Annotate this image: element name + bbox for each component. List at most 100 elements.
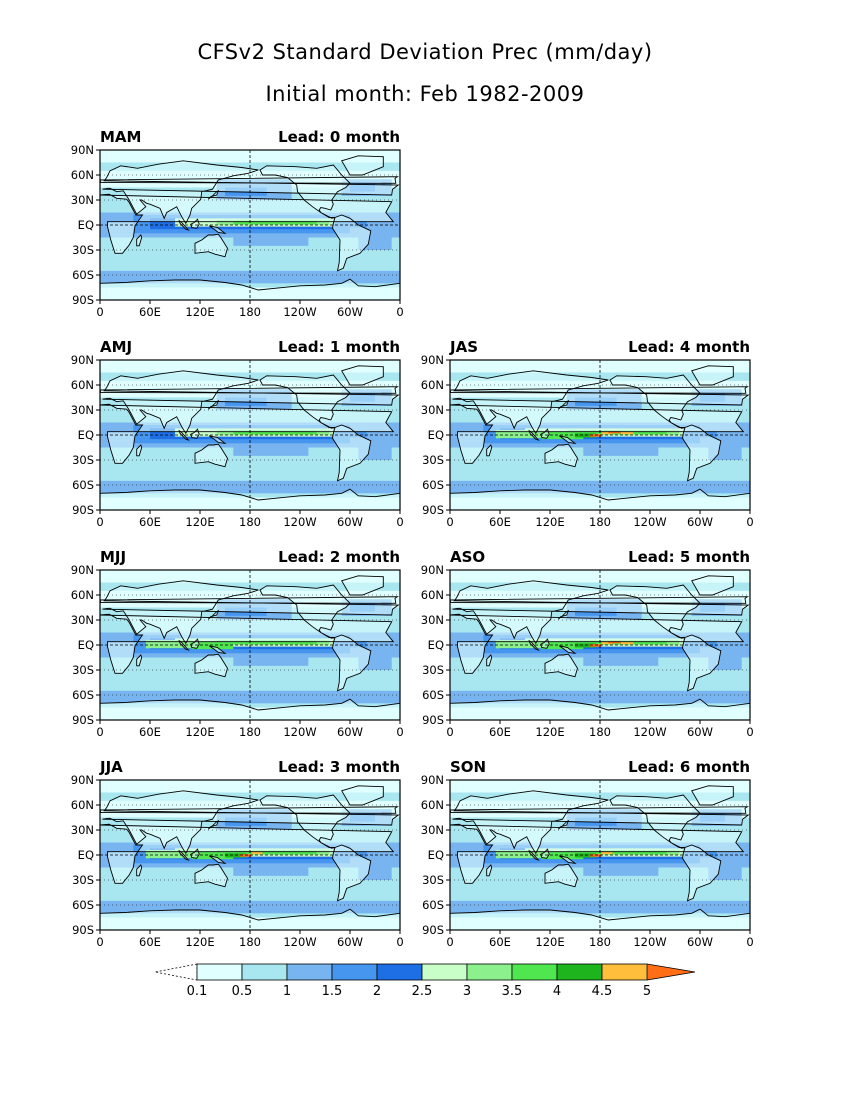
lat-tick-label: 30S [422, 873, 444, 887]
lat-tick-label: 60N [421, 588, 444, 602]
coastline-namerica [609, 794, 701, 849]
colorbar-swatch [601, 963, 648, 981]
lat-tick-label: 60S [72, 268, 94, 282]
panel-lead-label: Lead: 1 month [278, 338, 400, 356]
lon-tick-label: 0 [446, 725, 453, 739]
lat-tick-label: 30S [72, 873, 94, 887]
lon-tick-label: 0 [96, 935, 103, 949]
colorbar-tick-label: 0.5 [232, 984, 253, 999]
lat-tick-label: EQ [428, 848, 444, 862]
lon-tick-label: 0 [746, 725, 753, 739]
precip-field [100, 150, 400, 300]
precip-field [100, 360, 400, 510]
lat-tick-label: 60S [422, 898, 444, 912]
coastline-madagascar [136, 864, 143, 877]
colorbar-swatch [286, 963, 333, 981]
panel-season-label: JJA [99, 758, 123, 776]
panel-season-label: ASO [450, 548, 485, 566]
coastline-madagascar [136, 654, 143, 667]
coastline-greenland [341, 575, 384, 596]
lat-tick-label: 90S [72, 503, 94, 517]
coastline-greenland [341, 365, 384, 386]
coastline-samerica [332, 214, 372, 272]
precip-field [100, 780, 400, 930]
colorbar-swatch [241, 963, 288, 981]
coastline-antarctica [450, 698, 750, 720]
coastline-eurasia [102, 370, 400, 435]
lon-tick-label: 0 [96, 305, 103, 319]
coastline-antarctica [100, 488, 400, 510]
panel-lead-label: Lead: 4 month [628, 338, 750, 356]
lat-tick-label: 60N [71, 798, 94, 812]
coastline-sumatra [178, 429, 190, 441]
lat-tick-label: 90N [71, 563, 94, 577]
lat-tick-label: 90S [422, 923, 444, 937]
coastline-madagascar [486, 864, 493, 877]
lat-tick-label: 30N [71, 403, 94, 417]
lon-tick-label: 60E [489, 515, 511, 529]
coastline-antarctica [100, 908, 400, 930]
colorbar-swatch [331, 963, 378, 981]
lon-tick-label: 180 [239, 725, 261, 739]
lat-tick-label: 30N [71, 823, 94, 837]
lat-tick-label: 30S [72, 453, 94, 467]
lat-tick-label: 60S [422, 478, 444, 492]
lon-tick-label: 120W [633, 725, 666, 739]
lat-tick-label: 90S [72, 713, 94, 727]
lat-tick-label: 30S [422, 663, 444, 677]
coastline-sumatra [178, 849, 190, 861]
panel-season-label: SON [450, 758, 486, 776]
colorbar-tick-label: 0.1 [187, 984, 208, 999]
lon-tick-label: 120W [633, 935, 666, 949]
lat-tick-label: 90N [421, 773, 444, 787]
coastline-sumatra [178, 219, 190, 231]
coastline-borneo [190, 848, 200, 859]
coastline-australia [544, 863, 578, 888]
coastline-japan [557, 399, 570, 410]
coastline-eurasia [452, 370, 750, 435]
coastline-uk [100, 386, 400, 394]
figure-subtitle: Initial month: Feb 1982-2009 [265, 82, 585, 106]
coastline-greenland [341, 785, 384, 806]
coastline-uk [100, 806, 400, 814]
coastline-newguinea [208, 225, 227, 234]
colorbar-max-extension [646, 963, 696, 981]
coastline-newguinea [208, 435, 227, 444]
colorbar: 0.1 0.5 1 1.5 2 2.5 3 3.5 4 4.5 5 [154, 963, 696, 999]
panel-lead-label: Lead: 6 month [628, 758, 750, 776]
coastline-madagascar [486, 444, 493, 457]
colorbar-swatch [466, 963, 513, 981]
coastline-eurasia [102, 790, 400, 855]
colorbar-tick-label: 4.5 [592, 984, 613, 999]
coastline-greenland [691, 575, 734, 596]
coastline-namerica [259, 584, 351, 639]
coastline-newguinea [208, 855, 227, 864]
colorbar-tick-label: 1 [283, 984, 291, 999]
coastline-uk [450, 386, 750, 394]
lat-tick-label: EQ [78, 428, 94, 442]
coastline-samerica [682, 844, 722, 902]
lon-tick-label: 120W [633, 515, 666, 529]
panel-season-label: MJJ [100, 548, 126, 566]
lon-tick-label: 0 [96, 725, 103, 739]
lat-tick-label: 60N [71, 378, 94, 392]
lon-tick-label: 180 [589, 935, 611, 949]
coastline-greenland [691, 365, 734, 386]
lon-tick-label: 0 [96, 515, 103, 529]
coastline-newguinea [208, 645, 227, 654]
panel-season-label: MAM [100, 128, 141, 146]
coastline-samerica [332, 844, 372, 902]
lon-tick-label: 60E [139, 725, 161, 739]
lat-tick-label: EQ [428, 638, 444, 652]
coastline-eurasia [102, 160, 400, 225]
coastline-samerica [682, 424, 722, 482]
coastline-namerica [259, 374, 351, 429]
panel-lead-label: Lead: 2 month [278, 548, 400, 566]
lat-tick-label: 90N [421, 563, 444, 577]
coastline-borneo [540, 848, 550, 859]
lon-tick-label: 0 [746, 515, 753, 529]
colorbar-swatch [556, 963, 603, 981]
